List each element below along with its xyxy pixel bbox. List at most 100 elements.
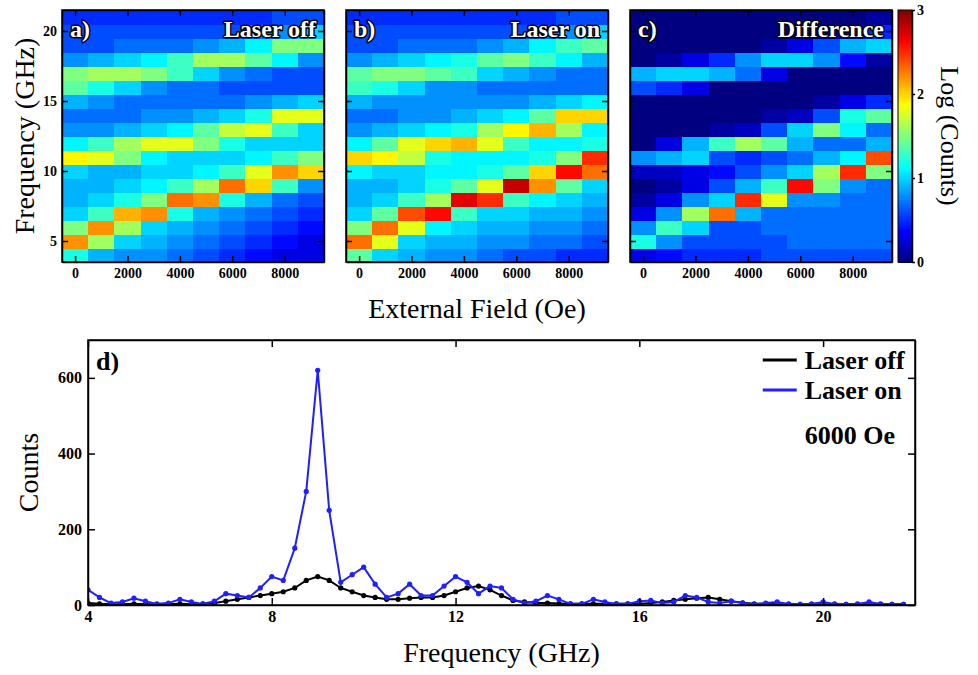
heatmap-cell	[398, 94, 425, 109]
heatmap-cell	[735, 52, 762, 67]
heatmap-cell	[167, 206, 194, 221]
heatmap-cell	[477, 10, 504, 25]
heatmap-cell	[735, 122, 762, 137]
heatmap-cell	[709, 10, 736, 25]
heatmap-cell	[298, 164, 324, 179]
tick	[886, 241, 892, 242]
heatmap-cell	[272, 178, 299, 193]
heatmap-cell	[656, 66, 683, 81]
panel-title: Difference	[778, 16, 885, 42]
heatmap-cell	[451, 38, 478, 53]
heatmap-cell	[114, 94, 141, 109]
heatmap-cell	[761, 150, 788, 165]
heatmap-cell	[582, 192, 608, 207]
heatmap-cell	[346, 94, 373, 109]
heatmap-cell	[245, 248, 272, 262]
heatmap-cell	[298, 136, 324, 151]
heatmap-cell	[761, 136, 788, 151]
heatmap-cell	[735, 192, 762, 207]
heatmap-cell	[477, 192, 504, 207]
heatmap-cell	[141, 192, 168, 207]
heatmap-cell	[813, 248, 840, 262]
heatmap-cell	[503, 80, 530, 95]
heatmap-cell	[656, 108, 683, 123]
heatmap-cell	[114, 108, 141, 123]
series-marker	[143, 599, 148, 604]
tick-mark	[912, 262, 915, 264]
heatmap-cell	[425, 38, 452, 53]
tick	[272, 340, 273, 347]
heatmap-cell	[840, 66, 867, 81]
heatmap-cell	[372, 108, 399, 123]
heatmap-cell	[372, 80, 399, 95]
tick-label: 20	[43, 24, 57, 39]
heatmap-cell	[503, 248, 530, 262]
heatmap-cell	[272, 122, 299, 137]
heatmap-cell	[451, 94, 478, 109]
heatmap-cell	[709, 206, 736, 221]
tick: 6000	[219, 256, 247, 281]
heatmap-cell	[735, 150, 762, 165]
heatmap-cell	[62, 66, 89, 81]
heatmap-cell	[840, 248, 867, 262]
heatmap-cell	[840, 150, 867, 165]
heatmap-cell	[114, 136, 141, 151]
heatmap-cell	[193, 80, 220, 95]
heatmap-cell	[529, 122, 556, 137]
panel-label: d)	[96, 347, 119, 376]
cells	[346, 10, 608, 262]
tick-label: 1	[917, 171, 924, 186]
axis-line	[912, 11, 914, 263]
heatmap-cell	[761, 220, 788, 235]
series-marker	[384, 595, 389, 600]
heatmap-cell	[840, 122, 867, 137]
tick: 4000	[166, 256, 194, 281]
heatmap-cell	[372, 38, 399, 53]
tick-label: 200	[58, 521, 82, 538]
tick	[318, 101, 324, 102]
tick	[346, 101, 352, 102]
tick-mark	[602, 171, 608, 173]
heatmap-cell	[556, 66, 583, 81]
tick-mark	[639, 598, 641, 605]
heatmap-cell	[630, 248, 657, 262]
heatmap-cell	[630, 80, 657, 95]
heatmap-cell	[62, 150, 89, 165]
heatmap-cell	[682, 24, 709, 39]
heatmap-cell	[219, 80, 246, 95]
legend-label: Laser on	[805, 376, 903, 405]
heatmap-cell	[62, 206, 89, 221]
heatmap-cell	[245, 136, 272, 151]
tick-mark	[908, 378, 915, 380]
colorbar: 0123Log (Counts)	[898, 3, 964, 270]
heatmap-cell	[451, 192, 478, 207]
heatmap-cell	[88, 192, 115, 207]
heatmap-cell	[787, 94, 814, 109]
heatmap-cell	[813, 136, 840, 151]
heatmap-cell	[709, 192, 736, 207]
series-marker	[464, 585, 469, 590]
heatmap-cell	[193, 248, 220, 262]
tick-mark	[127, 10, 129, 16]
heatmap-cell	[866, 80, 892, 95]
heatmap-cell	[298, 206, 324, 221]
heatmap-cell	[141, 206, 168, 221]
heatmap-cell	[787, 108, 814, 123]
tick-mark	[180, 256, 182, 262]
tick-mark	[602, 31, 608, 33]
heatmap-cell	[451, 164, 478, 179]
heatmap-cell	[503, 136, 530, 151]
heatmap-cell	[813, 206, 840, 221]
tick-label: 4	[85, 608, 93, 625]
tick-mark	[886, 171, 892, 173]
figure: 020004000600080005101520a)Laser offFrequ…	[0, 0, 978, 675]
heatmap-cell	[298, 80, 324, 95]
series-marker	[292, 585, 297, 590]
heatmap-cell	[582, 206, 608, 221]
heatmap-cell	[245, 150, 272, 165]
heatmap-cell	[114, 52, 141, 67]
heatmap-cell	[114, 248, 141, 262]
heatmap-cell	[372, 52, 399, 67]
axis-title: Counts	[13, 433, 44, 512]
heatmap-cell	[167, 234, 194, 249]
